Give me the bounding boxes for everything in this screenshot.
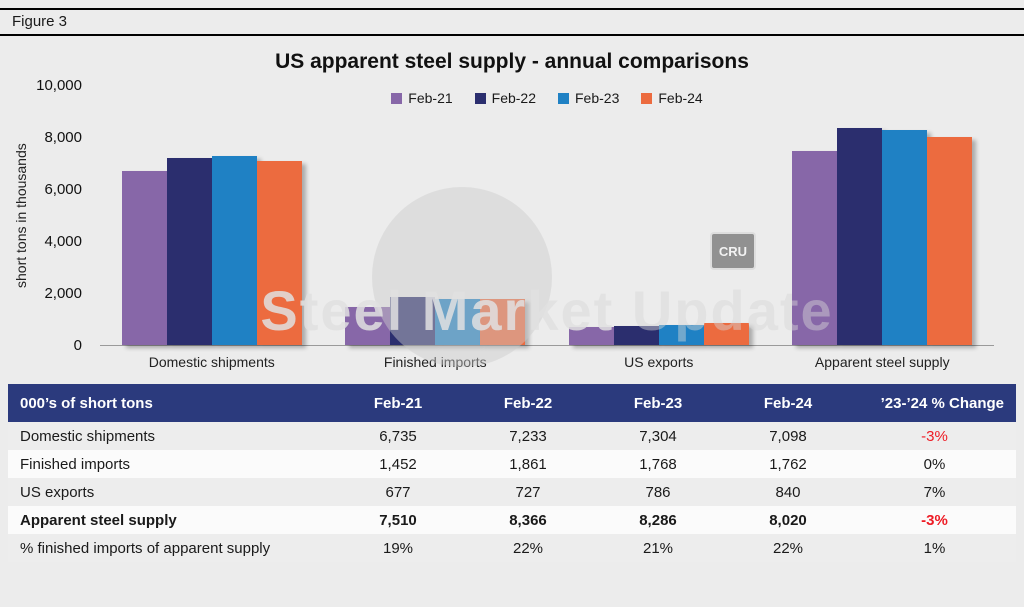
table-row: Finished imports 1,452 1,861 1,768 1,762 0% — [8, 450, 1016, 478]
cell-value: 8,286 — [639, 511, 677, 529]
y-tick-label: 4,000 — [44, 233, 82, 250]
legend-label: Feb-23 — [575, 90, 620, 106]
bar — [166, 157, 212, 345]
legend-item: Feb-24 — [641, 90, 703, 106]
bar — [480, 299, 526, 345]
cell-value: 840 — [775, 483, 801, 501]
change-value: -3% — [921, 511, 948, 529]
legend-swatch — [641, 92, 653, 104]
bar — [435, 299, 481, 345]
bar — [121, 170, 167, 345]
change-value: 0% — [923, 455, 946, 473]
cell-value: 22% — [512, 539, 544, 557]
bar-group — [792, 86, 973, 345]
cell-value: 1,768 — [639, 455, 677, 473]
y-tick-label: 2,000 — [44, 285, 82, 302]
change-value: -3% — [921, 427, 948, 445]
cell-value: 19% — [382, 539, 414, 557]
bar — [211, 155, 257, 345]
cell-value: 727 — [515, 483, 541, 501]
y-tick-label: 0 — [73, 337, 82, 354]
y-tick-label: 10,000 — [36, 77, 82, 94]
legend-label: Feb-24 — [658, 90, 703, 106]
cell-value: 1,762 — [769, 455, 807, 473]
cell-value: 8,366 — [509, 511, 547, 529]
bar — [613, 326, 659, 345]
y-tick-label: 8,000 — [44, 129, 82, 146]
bar-group — [345, 86, 526, 345]
y-tick-label: 6,000 — [44, 181, 82, 198]
chart-area: Feb-21 Feb-22 Feb-23 Feb-24 short tons in t… — [13, 77, 994, 367]
bar — [837, 128, 883, 345]
bar-group — [121, 86, 302, 345]
bar — [792, 150, 838, 345]
x-axis-labels: Domestic shipments Finished imports US exp… — [100, 354, 994, 370]
header-cell: Feb-22 — [503, 394, 553, 412]
row-label: % finished imports of apparent supply — [20, 539, 271, 557]
category-label: Domestic shipments — [148, 354, 275, 370]
category-label: Apparent steel supply — [814, 354, 950, 370]
table-row: Domestic shipments 6,735 7,233 7,304 7,098 -3… — [8, 422, 1016, 450]
bar-group — [568, 86, 749, 345]
header-cell: Feb-21 — [373, 394, 423, 412]
header-cell: 000’s of short tons — [20, 394, 153, 412]
category-label: US exports — [624, 354, 694, 370]
legend-swatch — [474, 92, 486, 104]
cell-value: 1,452 — [379, 455, 417, 473]
y-ticks: 0 2,000 4,000 6,000 8,000 10,000 — [16, 77, 88, 354]
header-cell: Feb-24 — [763, 394, 813, 412]
cell-value: 786 — [645, 483, 671, 501]
change-value: 7% — [923, 483, 946, 501]
row-label: Finished imports — [20, 455, 131, 473]
chart-title: US apparent steel supply - annual compar… — [275, 50, 749, 73]
bar — [568, 327, 614, 345]
header-cell: Feb-23 — [633, 394, 683, 412]
table-body: Domestic shipments 6,735 7,233 7,304 7,098 -3… — [8, 422, 1016, 562]
bar — [703, 323, 749, 345]
row-label: Apparent steel supply — [20, 511, 177, 529]
row-label: US exports — [20, 483, 95, 501]
cell-value: 7,510 — [379, 511, 417, 529]
bar — [882, 130, 928, 345]
bar — [256, 161, 302, 345]
cell-value: 8,020 — [769, 511, 807, 529]
plot-area: Steel Market Update CRU — [100, 86, 994, 367]
legend-item: Feb-21 — [391, 90, 453, 106]
header-cell: ’23-’24 % Change — [880, 394, 1004, 412]
cell-value: 6,735 — [379, 427, 417, 445]
cell-value: 1,861 — [509, 455, 547, 473]
legend: Feb-21 Feb-22 Feb-23 Feb-24 — [100, 90, 994, 106]
table-row: Apparent steel supply 7,510 8,366 8,286 8,02… — [8, 506, 1016, 534]
bar — [390, 296, 436, 345]
legend-swatch — [391, 92, 403, 104]
legend-label: Feb-22 — [491, 90, 536, 106]
bar — [345, 307, 391, 345]
data-table: 000’s of short tons Feb-21 Feb-22 Feb-23 Feb… — [8, 384, 1016, 562]
table-header: 000’s of short tons Feb-21 Feb-22 Feb-23 Feb… — [8, 384, 1016, 422]
cell-value: 21% — [642, 539, 674, 557]
change-value: 1% — [923, 539, 946, 557]
row-label: Domestic shipments — [20, 427, 156, 445]
figure-label: Figure 3 — [0, 8, 1024, 36]
table-row: % finished imports of apparent supply 19%… — [8, 534, 1016, 562]
cell-value: 7,304 — [639, 427, 677, 445]
cell-value: 7,233 — [509, 427, 547, 445]
category-label: Finished imports — [383, 354, 487, 370]
legend-item: Feb-22 — [474, 90, 536, 106]
cell-value: 22% — [772, 539, 804, 557]
bar — [927, 137, 973, 345]
legend-label: Feb-21 — [408, 90, 453, 106]
table-row: US exports 677 727 786 840 7% — [8, 478, 1016, 506]
legend-swatch — [558, 92, 569, 104]
cell-value: 7,098 — [769, 427, 807, 445]
cell-value: 677 — [385, 483, 411, 501]
legend-item: Feb-23 — [558, 90, 619, 106]
bar — [658, 324, 704, 345]
